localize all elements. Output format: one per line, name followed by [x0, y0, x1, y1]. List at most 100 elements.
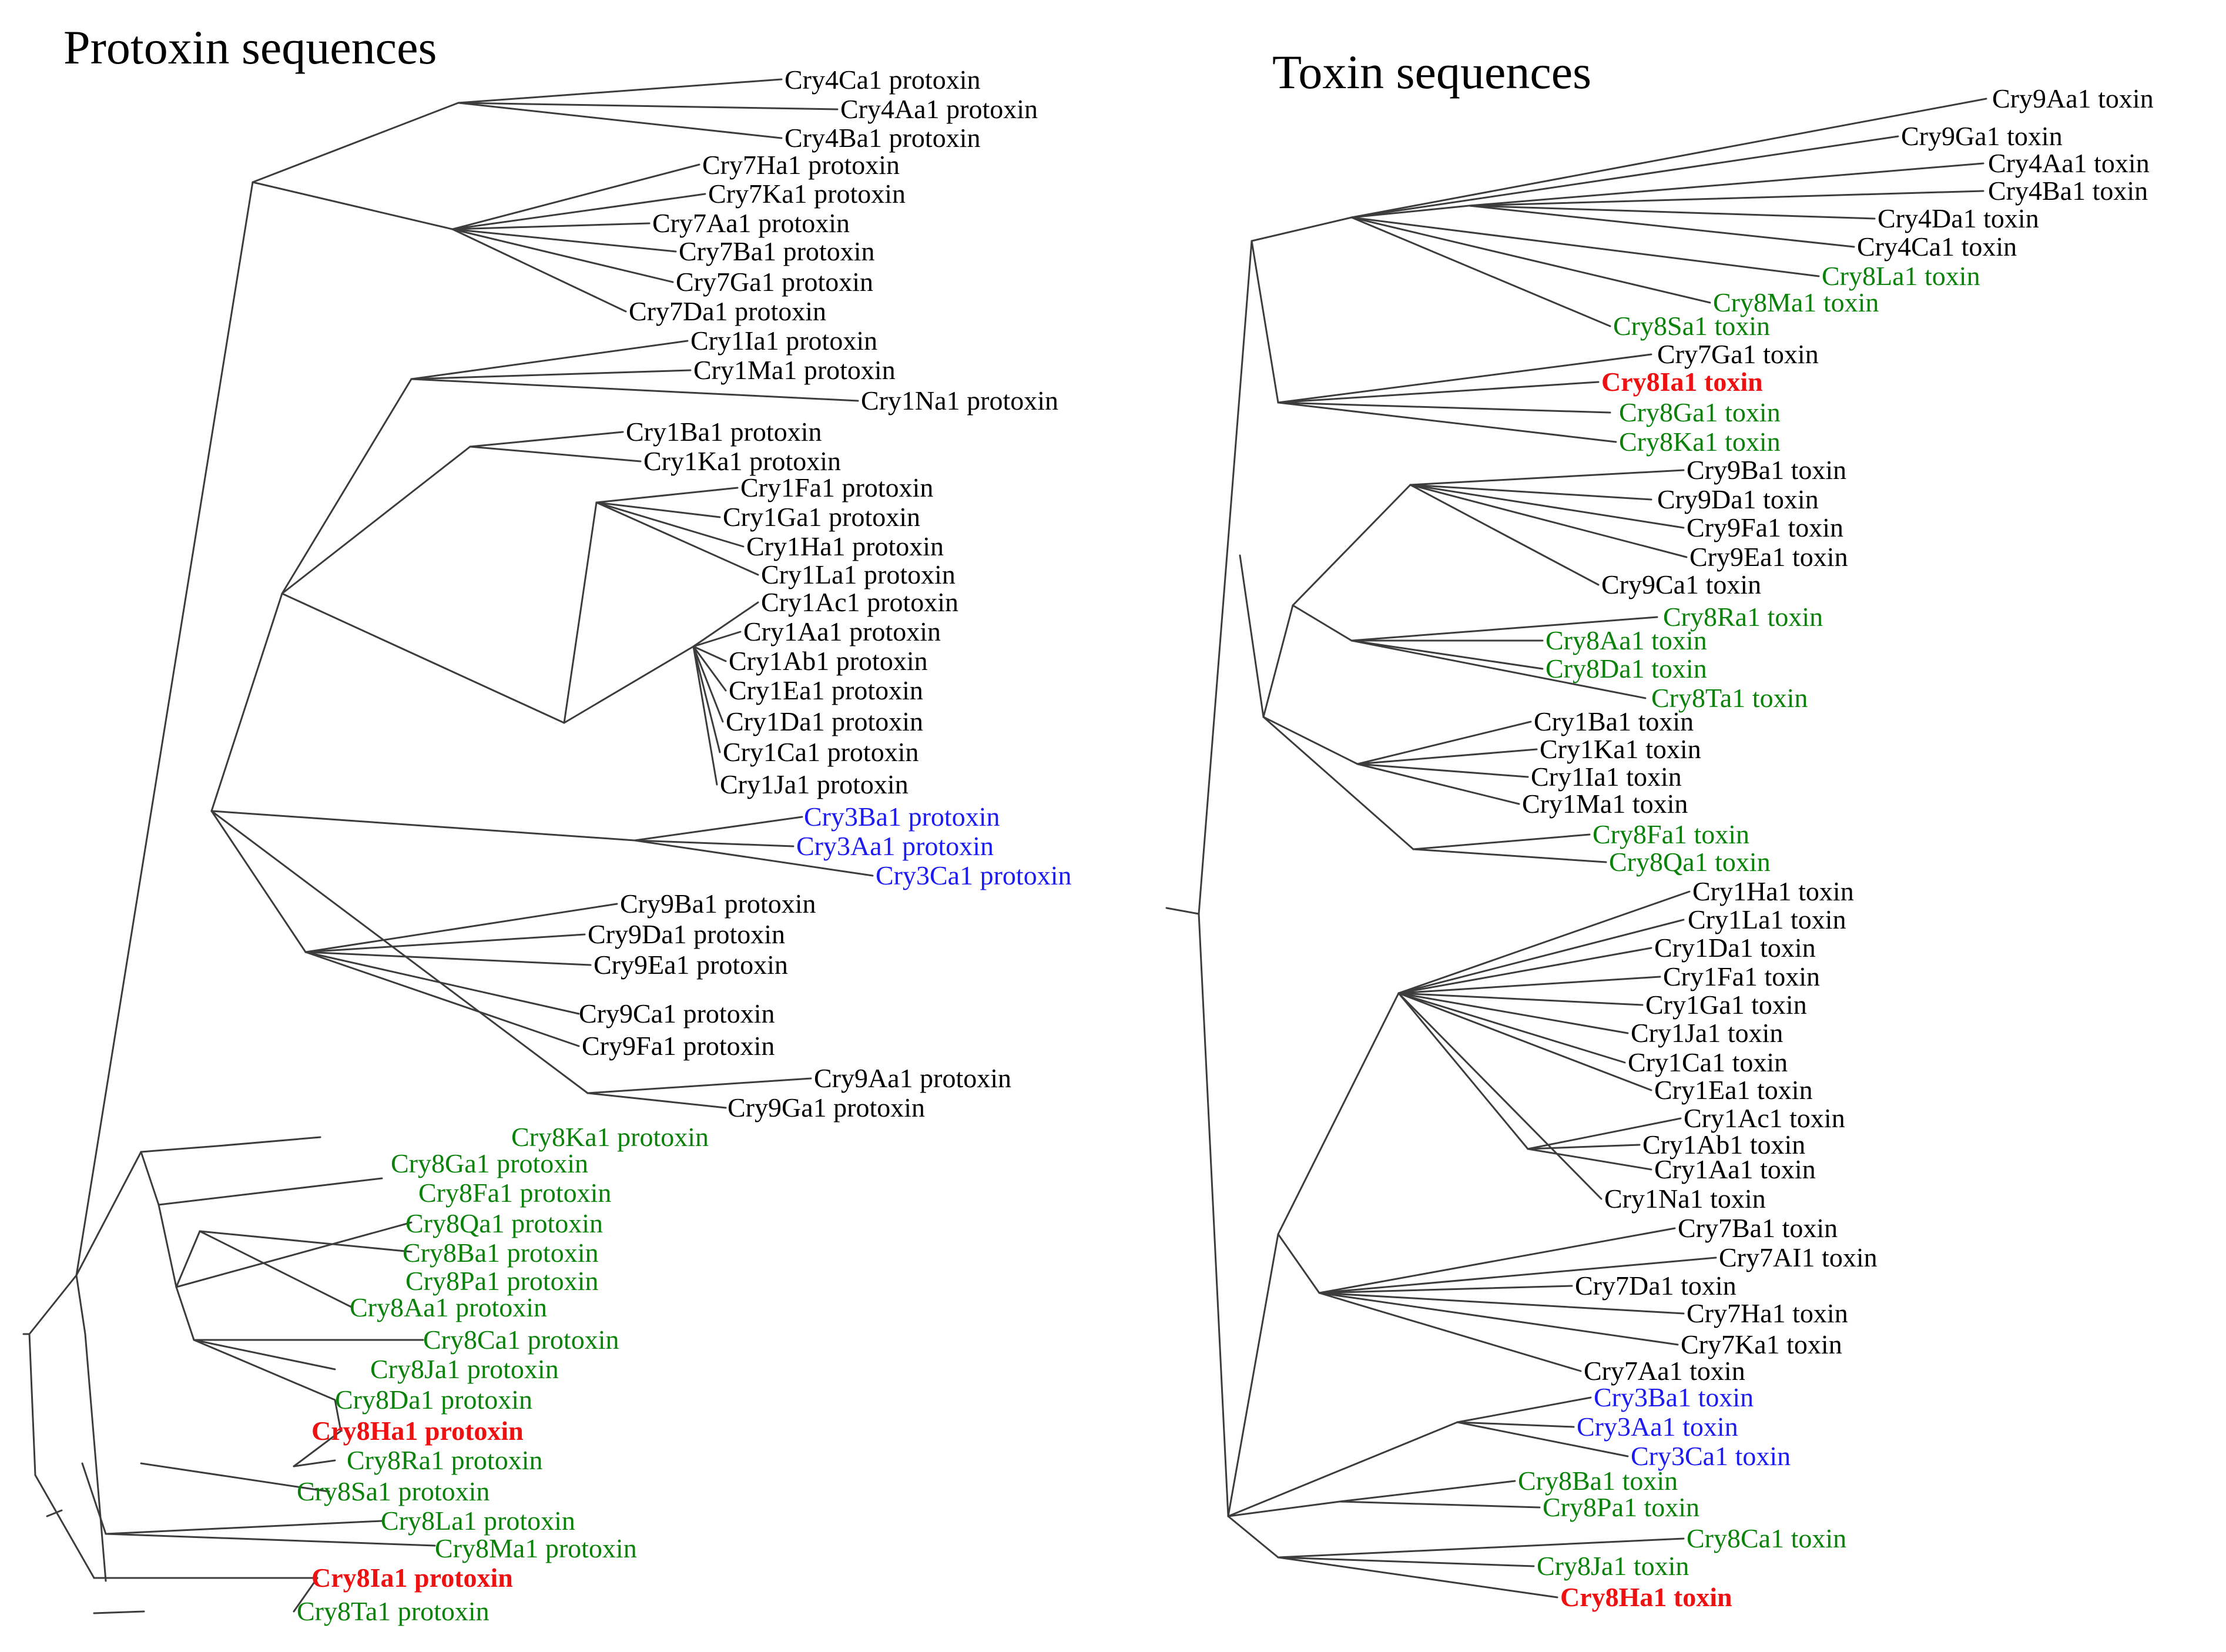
toxin-leaf-label: Cry1Fa1 toxin: [1663, 961, 1821, 991]
toxin-branch: [1468, 205, 1876, 220]
protoxin-branch: [451, 228, 677, 253]
protoxin-leaf-label: Cry1Ea1 protoxin: [729, 675, 923, 705]
toxin-leaf-label: Cry1Ba1 toxin: [1534, 706, 1694, 736]
protoxin-branch: [84, 1333, 107, 1582]
protoxin-branch: [157, 1204, 177, 1288]
toxin-leaf-label: Cry4Ba1 toxin: [1988, 176, 2148, 206]
toxin-leaf-label: Cry8Ia1 toxin: [1601, 367, 1763, 397]
protoxin-leaf-label: Cry4Ba1 protoxin: [785, 123, 981, 153]
toxin-branch: [1397, 992, 1626, 1064]
toxin-leaf-label: Cry7Ga1 toxin: [1657, 339, 1819, 369]
toxin-branch: [1468, 205, 1855, 248]
toxin-leaf-label: Cry1Ha1 toxin: [1692, 876, 1854, 906]
toxin-branch: [1198, 240, 1253, 915]
toxin-leaf-label: Cry8Ra1 toxin: [1663, 602, 1823, 632]
protoxin-leaf-label: Cry9Da1 protoxin: [588, 919, 786, 949]
toxin-leaf-label: Cry3Ba1 toxin: [1594, 1382, 1754, 1412]
toxin-leaf-label: Cry9Ba1 toxin: [1687, 455, 1847, 485]
toxin-leaf-label: Cry8Ta1 toxin: [1651, 683, 1808, 713]
protoxin-leaf-label: Cry8Sa1 protoxin: [297, 1476, 490, 1506]
toxin-branch: [1318, 1227, 1676, 1294]
protoxin-branch: [28, 1274, 78, 1335]
protoxin-leaf-label: Cry1Na1 protoxin: [861, 386, 1059, 415]
protoxin-leaf-label: Cry1Da1 protoxin: [726, 706, 924, 736]
protoxin-branch: [692, 645, 724, 723]
protoxin-branch: [140, 1462, 330, 1493]
toxin-leaf-label: Cry7Da1 toxin: [1575, 1271, 1736, 1301]
toxin-leaf-label: Cry7Ba1 toxin: [1678, 1213, 1838, 1243]
toxin-branch: [1227, 1500, 1341, 1517]
toxin-leaf-label: Cry4Aa1 toxin: [1988, 148, 2150, 178]
toxin-branch: [1262, 604, 1294, 718]
toxin-leaf-label: Cry1Ia1 toxin: [1531, 762, 1682, 792]
protoxin-branch: [595, 501, 721, 518]
toxin-branch: [1397, 992, 1644, 1006]
protoxin-branch: [410, 369, 692, 380]
toxin-leaf-label: Cry7Ka1 toxin: [1681, 1329, 1842, 1359]
toxin-branch: [1277, 1233, 1320, 1294]
protoxin-leaf-label: Cry8Ja1 protoxin: [370, 1354, 559, 1384]
protoxin-branch: [457, 78, 783, 104]
protoxin-leaf-label: Cry8Ha1 protoxin: [311, 1416, 524, 1446]
protoxin-branch: [75, 181, 254, 1276]
toxin-leaf-label: Cry9Aa1 toxin: [1992, 83, 2154, 113]
protoxin-leaf-label: Cry9Ga1 protoxin: [728, 1093, 926, 1122]
toxin-leaf-label: Cry8Sa1 toxin: [1613, 311, 1771, 341]
toxin-branch: [1397, 992, 1652, 1091]
toxin-branch: [1409, 469, 1685, 486]
protoxin-leaf-label: Cry1Ha1 protoxin: [746, 531, 944, 561]
protoxin-branch: [193, 1339, 336, 1401]
toxin-leaf-label: Cry8Pa1 toxin: [1543, 1492, 1700, 1522]
protoxin-branch: [451, 228, 674, 283]
protoxin-leaf-label: Cry1Ba1 protoxin: [626, 417, 822, 447]
protoxin-branch: [692, 645, 721, 753]
protoxin-leaf-label: Cry1Ja1 protoxin: [720, 769, 908, 799]
toxin-branch: [1251, 240, 1279, 404]
protoxin-leaf-label: Cry7Ha1 protoxin: [702, 150, 900, 180]
protoxin-branch: [304, 951, 580, 1047]
protoxin-leaf-label: Cry1La1 protoxin: [761, 559, 956, 589]
protoxin-branch: [563, 501, 598, 724]
protoxin-branch: [457, 102, 783, 139]
protoxin-branch: [692, 645, 727, 662]
protoxin-branch: [75, 1274, 86, 1335]
protoxin-branch: [692, 645, 718, 786]
protoxin-branch: [293, 1430, 342, 1467]
protoxin-branch: [469, 431, 624, 448]
protoxin-branch: [457, 102, 839, 110]
toxin-branch: [1227, 1515, 1279, 1559]
protoxin-leaf-label: Cry1Aa1 protoxin: [743, 616, 941, 646]
protoxin-branch: [34, 1474, 95, 1579]
toxin-branch: [1227, 1421, 1459, 1517]
toxin-branch: [1468, 162, 1984, 207]
toxin-branch: [1262, 716, 1359, 765]
toxin-branch: [1397, 976, 1661, 994]
toxin-branch: [1356, 721, 1532, 765]
protoxin-leaf-label: Cry8Ta1 protoxin: [297, 1596, 490, 1626]
protoxin-leaf-label: Cry1Ka1 protoxin: [643, 446, 842, 476]
toxin-leaf-label: Cry9Ga1 toxin: [1901, 121, 2063, 151]
toxin-leaf-label: Cry7AI1 toxin: [1719, 1242, 1878, 1272]
protoxin-branch: [175, 1286, 195, 1341]
protoxin-branch: [281, 445, 471, 595]
protoxin-leaf-label: Cry8Ia1 protoxin: [311, 1563, 513, 1593]
toxin-branch: [1527, 1144, 1641, 1150]
toxin-branch: [1292, 484, 1412, 606]
toxin-leaf-label: Cry8La1 toxin: [1822, 261, 1980, 291]
toxin-branch: [1409, 484, 1652, 501]
toxin-leaf-label: Cry8Qa1 toxin: [1609, 847, 1771, 877]
protoxin-branch: [281, 378, 413, 595]
toxin-branch: [1318, 1292, 1685, 1315]
toxin-leaf-label: Cry9Fa1 toxin: [1687, 512, 1844, 542]
toxin-leaf-label: Cry1Ga1 toxin: [1645, 990, 1807, 1020]
protoxin-branch: [199, 1230, 413, 1253]
toxin-leaf-label: Cry4Ca1 toxin: [1857, 232, 2017, 262]
protoxin-leaf-label: Cry1Ac1 protoxin: [761, 587, 959, 617]
protoxin-branch: [633, 839, 874, 877]
protoxin-tree-branches: [22, 78, 874, 1614]
toxin-branch: [1409, 484, 1688, 558]
toxin-branch: [1350, 639, 1647, 699]
toxin-leaf-label: Cry1Ja1 toxin: [1631, 1018, 1784, 1048]
protoxin-branch: [199, 1230, 354, 1309]
protoxin-leaf-label: Cry7Da1 protoxin: [629, 296, 827, 326]
